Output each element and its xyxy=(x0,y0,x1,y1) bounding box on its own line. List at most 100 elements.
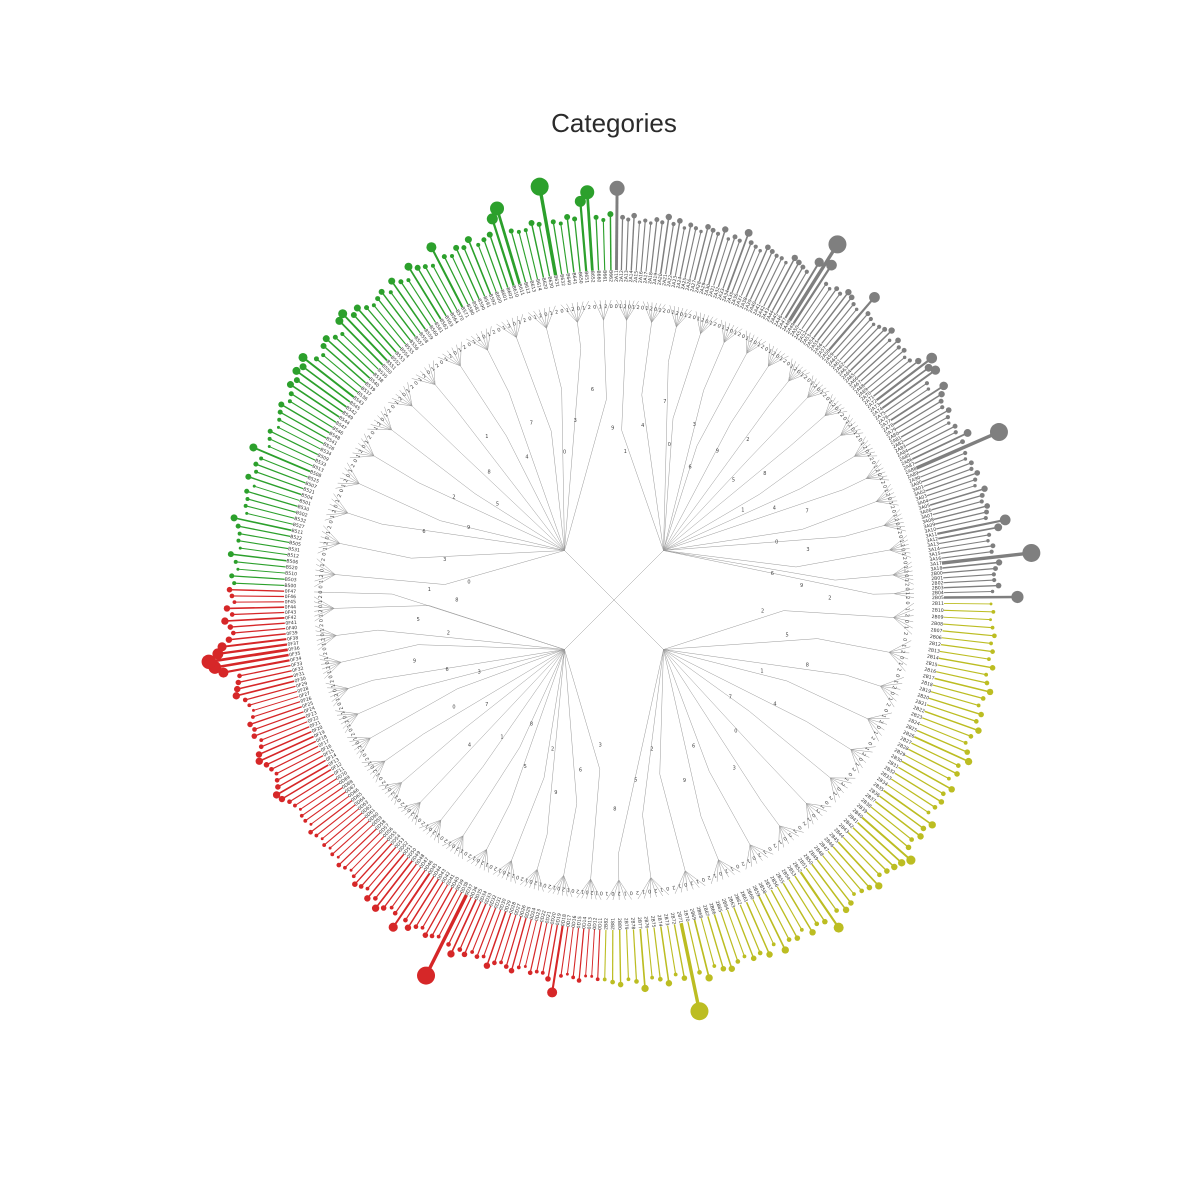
leaf-branch xyxy=(576,878,591,898)
leaf-dot xyxy=(728,965,736,973)
branch-value-label: 1 xyxy=(619,304,622,310)
branch-value-label: 0 xyxy=(775,539,778,545)
leaf-dot xyxy=(247,703,252,708)
branch-value-label: 6 xyxy=(446,667,449,673)
leaf-stem xyxy=(930,691,979,706)
leaf-dot xyxy=(986,539,990,543)
branch-value-label: 0 xyxy=(903,620,909,624)
subcluster-branch xyxy=(336,629,378,636)
leaf-stem xyxy=(861,816,912,861)
leaf-branch xyxy=(723,326,739,343)
leaf-branch xyxy=(316,558,336,575)
leaf-label: 2B22 xyxy=(912,705,925,715)
leaf-dot xyxy=(757,950,763,956)
leaf-branch xyxy=(581,878,591,899)
leaf-label: 0D45 xyxy=(427,862,439,876)
leaf-dot xyxy=(287,799,292,805)
leaf-label: B546 xyxy=(331,425,344,436)
leaf-label: 2B68 xyxy=(695,906,704,919)
leaf-label: 2B64 xyxy=(720,898,730,911)
cluster-branch xyxy=(377,629,565,650)
branch-value-label: 0 xyxy=(339,488,346,493)
leaf-stem xyxy=(625,219,629,271)
leaf-stem xyxy=(566,927,574,975)
branch-value-label: 0 xyxy=(390,404,397,410)
leaf-stem xyxy=(782,882,814,933)
leaf-branch xyxy=(316,635,337,641)
leaf-branch xyxy=(626,300,639,321)
leaf-label: 2B01 xyxy=(931,575,943,582)
leaf-dot xyxy=(945,407,952,413)
cluster-branch xyxy=(663,649,847,676)
leaf-stem xyxy=(407,266,442,320)
leaf-stem xyxy=(653,927,661,980)
branch-value-label: 2 xyxy=(358,449,365,455)
leaf-stem xyxy=(722,240,741,289)
leaf-branch xyxy=(888,652,906,672)
leaf-dot xyxy=(681,975,688,981)
leaf-dot xyxy=(968,734,974,739)
branch-value-label: 0 xyxy=(320,633,326,637)
leaf-label: 2A35 xyxy=(726,291,736,304)
leaf-branch xyxy=(372,760,386,779)
leaf-stem xyxy=(422,884,448,928)
leaf-dot xyxy=(990,649,995,654)
branch-value-label: 2 xyxy=(706,874,711,881)
leaf-label: B526 xyxy=(322,441,335,452)
leaf-stem xyxy=(493,913,512,964)
branch-value-label: 2 xyxy=(327,525,334,530)
leaf-dot xyxy=(422,932,429,938)
cluster-branch xyxy=(663,418,674,551)
leaf-dot xyxy=(272,791,281,799)
leaf-dot xyxy=(486,231,493,238)
branch-value-label: 1 xyxy=(428,587,431,593)
cluster-branch xyxy=(457,649,565,689)
branch-value-label: 1 xyxy=(552,884,556,891)
leaf-branch xyxy=(889,646,911,653)
leaf-branch xyxy=(745,330,747,354)
subcluster-branch xyxy=(672,333,701,419)
leaf-label: B527 xyxy=(292,522,305,531)
leaf-label: 2A43 xyxy=(760,307,771,320)
leaf-stem xyxy=(934,677,991,693)
leaf-stem xyxy=(894,772,942,803)
leaf-branch xyxy=(850,749,867,763)
leaf-label: 3A02 xyxy=(913,489,926,499)
leaf-branch xyxy=(329,503,348,514)
leaf-label: 2B70 xyxy=(682,909,691,922)
leaf-stem xyxy=(248,476,302,496)
branch-value-label: 1 xyxy=(872,464,879,470)
leaf-stem xyxy=(296,379,344,413)
branch-value-label: 2 xyxy=(760,344,766,351)
leaf-stem xyxy=(253,446,311,473)
leaf-dot xyxy=(896,345,901,350)
branch-value-label: 1 xyxy=(533,314,538,321)
leaf-label: 2B32 xyxy=(883,765,896,776)
branch-value-label: 2 xyxy=(869,735,876,741)
leaf-branch xyxy=(606,879,620,901)
leaf-dot xyxy=(697,970,702,975)
leaf-branch xyxy=(563,875,568,897)
leaf-branch xyxy=(404,802,421,816)
branch-value-label: 0 xyxy=(610,304,613,310)
leaf-dot xyxy=(576,978,582,983)
leaf-label: 0F32 xyxy=(292,666,305,674)
branch-value-label: 1 xyxy=(778,356,784,363)
leaf-label: 2B13 xyxy=(928,647,941,655)
leaf-branch xyxy=(446,835,464,849)
leaf-dot xyxy=(534,969,539,974)
leaf-dot xyxy=(476,242,481,247)
branch-value-label: 2 xyxy=(507,323,512,330)
leaf-stem xyxy=(463,247,486,297)
branch-value-label: 0 xyxy=(805,377,811,384)
leaf-dot xyxy=(237,531,242,536)
leaf-dot xyxy=(989,602,993,606)
leaf-dot xyxy=(523,228,528,233)
branch-value-label: 1 xyxy=(459,847,465,854)
branch-value-label: 0 xyxy=(628,304,631,310)
branch-value-label: 0 xyxy=(439,359,445,366)
cluster-branch xyxy=(519,649,565,748)
cluster-branch xyxy=(663,550,836,581)
branch-value-label: 2 xyxy=(712,322,717,329)
leaf-stem xyxy=(929,488,985,506)
